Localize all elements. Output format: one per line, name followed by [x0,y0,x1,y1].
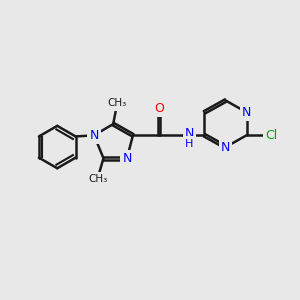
Text: N: N [89,129,99,142]
Text: N: N [122,152,132,165]
Text: CH₃: CH₃ [107,98,126,109]
Text: N: N [221,141,230,154]
Text: H: H [185,139,193,148]
Text: N: N [185,127,194,140]
Text: Cl: Cl [266,129,278,142]
Text: N: N [242,106,251,119]
Text: CH₃: CH₃ [88,174,108,184]
Text: O: O [154,102,164,115]
